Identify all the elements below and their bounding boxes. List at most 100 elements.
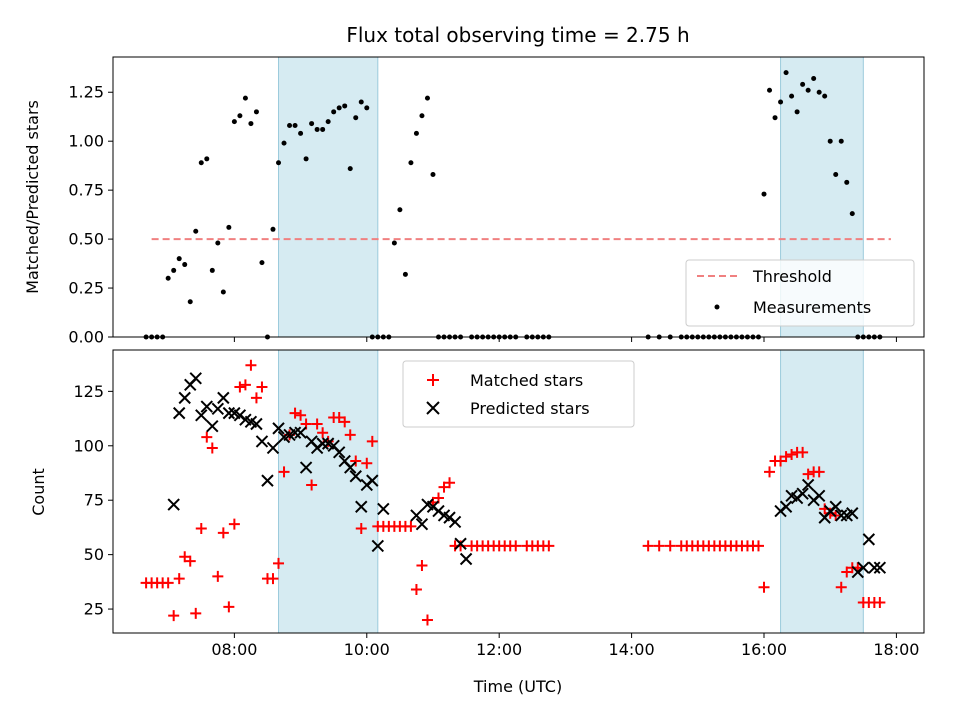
x-axis-label: Time (UTC) bbox=[473, 677, 562, 696]
measurements-point bbox=[353, 115, 359, 121]
predicted-stars-point bbox=[200, 400, 213, 413]
measurements-point bbox=[242, 95, 248, 101]
matched-stars-point bbox=[543, 540, 555, 552]
predicted-stars-point bbox=[217, 391, 230, 405]
measurements-point bbox=[215, 240, 221, 246]
legend-measurements-label: Measurements bbox=[753, 298, 871, 317]
matched-stars-point bbox=[366, 435, 378, 447]
measurements-point bbox=[805, 87, 811, 93]
predicted-stars-point bbox=[448, 515, 462, 529]
measurements-point bbox=[822, 93, 828, 99]
measurements-point bbox=[248, 121, 254, 127]
matched-stars-point bbox=[190, 607, 202, 619]
measurements-point bbox=[270, 226, 276, 232]
y-tick-label: 0.25 bbox=[68, 279, 104, 298]
y-tick-label: 75 bbox=[84, 491, 104, 510]
shaded-span bbox=[780, 349, 864, 634]
predicted-stars-point bbox=[868, 561, 881, 574]
predicted-stars-point bbox=[846, 507, 859, 520]
measurements-point bbox=[171, 267, 177, 273]
matched-stars-point bbox=[250, 392, 262, 404]
predicted-stars-point bbox=[415, 517, 429, 531]
measurements-point bbox=[204, 156, 210, 162]
measurements-point bbox=[276, 160, 282, 166]
predicted-stars-point bbox=[288, 426, 302, 439]
matched-stars-point bbox=[664, 540, 676, 552]
legend-predicted-swatch bbox=[426, 401, 440, 415]
matched-stars-point bbox=[758, 581, 770, 593]
y-tick-label: 1.25 bbox=[68, 83, 104, 102]
y-tick-label: 25 bbox=[84, 600, 104, 619]
bottom-x-ticks: 08:00 10:00 12:00 14:00 16:00 18:00 bbox=[211, 633, 919, 659]
predicted-stars-point bbox=[873, 561, 887, 574]
measurements-point bbox=[811, 76, 817, 82]
predicted-stars-point bbox=[454, 537, 467, 550]
top-axes-frame bbox=[112, 56, 925, 338]
x-tick-label: 18:00 bbox=[873, 640, 919, 659]
measurements-point bbox=[165, 275, 171, 281]
matched-stars-point bbox=[184, 555, 196, 567]
predicted-stars-point bbox=[857, 561, 870, 574]
predicted-stars-point bbox=[410, 509, 423, 522]
measurements-point bbox=[413, 130, 419, 136]
measurements-point bbox=[187, 299, 193, 305]
x-tick-label: 12:00 bbox=[476, 640, 522, 659]
matched-stars-point bbox=[752, 540, 764, 552]
matched-stars-point bbox=[361, 457, 373, 469]
matched-stars-point bbox=[239, 379, 251, 391]
matched-stars-point bbox=[317, 427, 329, 439]
matched-stars-point bbox=[653, 540, 665, 552]
predicted-stars-point bbox=[349, 470, 362, 483]
top-legend: Threshold Measurements bbox=[685, 259, 915, 327]
matched-stars-point bbox=[256, 381, 268, 393]
top-x-ticks bbox=[233, 337, 897, 342]
predicted-stars-point bbox=[371, 539, 385, 553]
predicted-stars-point bbox=[796, 487, 809, 500]
matched-stars-point bbox=[168, 610, 180, 622]
measurements-point bbox=[325, 119, 331, 125]
measurements-point bbox=[347, 166, 353, 172]
matched-stars-point bbox=[217, 527, 229, 539]
matched-stars-point bbox=[173, 573, 185, 585]
y-tick-label: 0.75 bbox=[68, 181, 104, 200]
measurements-point bbox=[772, 115, 778, 121]
matched-stars-point bbox=[813, 466, 825, 478]
y-tick-label: 1.00 bbox=[68, 132, 104, 151]
predicted-stars-point bbox=[835, 509, 848, 522]
measurements-point bbox=[391, 240, 397, 246]
measurements-point bbox=[767, 87, 773, 93]
legend-matched-swatch bbox=[427, 374, 439, 386]
matched-stars-point bbox=[642, 540, 654, 552]
predicted-stars-point bbox=[189, 372, 202, 385]
predicted-stars-point bbox=[459, 552, 473, 566]
predicted-stars-point bbox=[250, 417, 263, 431]
predicted-stars-point bbox=[366, 474, 379, 487]
predicted-stars-point bbox=[801, 478, 815, 492]
shaded-span bbox=[278, 56, 379, 338]
measurements-point bbox=[849, 211, 855, 217]
matched-stars-point bbox=[306, 479, 318, 491]
matched-stars-point bbox=[195, 523, 207, 535]
matched-stars-point bbox=[405, 520, 417, 532]
predicted-stars-point bbox=[222, 406, 236, 420]
matched-stars-point bbox=[273, 557, 285, 569]
x-tick-label: 10:00 bbox=[344, 640, 390, 659]
y-tick-label: 125 bbox=[73, 382, 104, 401]
measurements-point bbox=[320, 126, 326, 132]
measurements-point bbox=[176, 256, 182, 262]
measurements-point bbox=[844, 179, 850, 185]
measurements-point bbox=[430, 171, 436, 177]
y-tick-label: 0.00 bbox=[68, 328, 104, 347]
measurements-point bbox=[761, 191, 767, 197]
matched-stars-point bbox=[206, 442, 218, 454]
bottom-data-marks bbox=[140, 359, 887, 626]
predicted-stars-point bbox=[294, 426, 307, 439]
top-y-axis-label: Matched/Predicted stars bbox=[23, 100, 42, 294]
matched-stars-point bbox=[267, 573, 279, 585]
measurements-point bbox=[193, 228, 199, 234]
matched-stars-point bbox=[775, 455, 787, 467]
bottom-legend: Matched stars Predicted stars bbox=[402, 360, 635, 428]
matched-stars-point bbox=[278, 466, 290, 478]
measurements-point bbox=[419, 113, 425, 119]
